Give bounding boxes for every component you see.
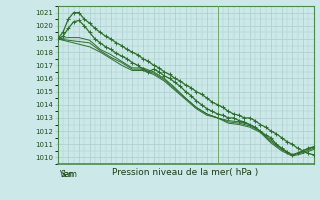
Text: Ven: Ven	[60, 170, 74, 179]
X-axis label: Pression niveau de la mer( hPa ): Pression niveau de la mer( hPa )	[112, 168, 259, 177]
Text: Sam: Sam	[61, 170, 78, 179]
